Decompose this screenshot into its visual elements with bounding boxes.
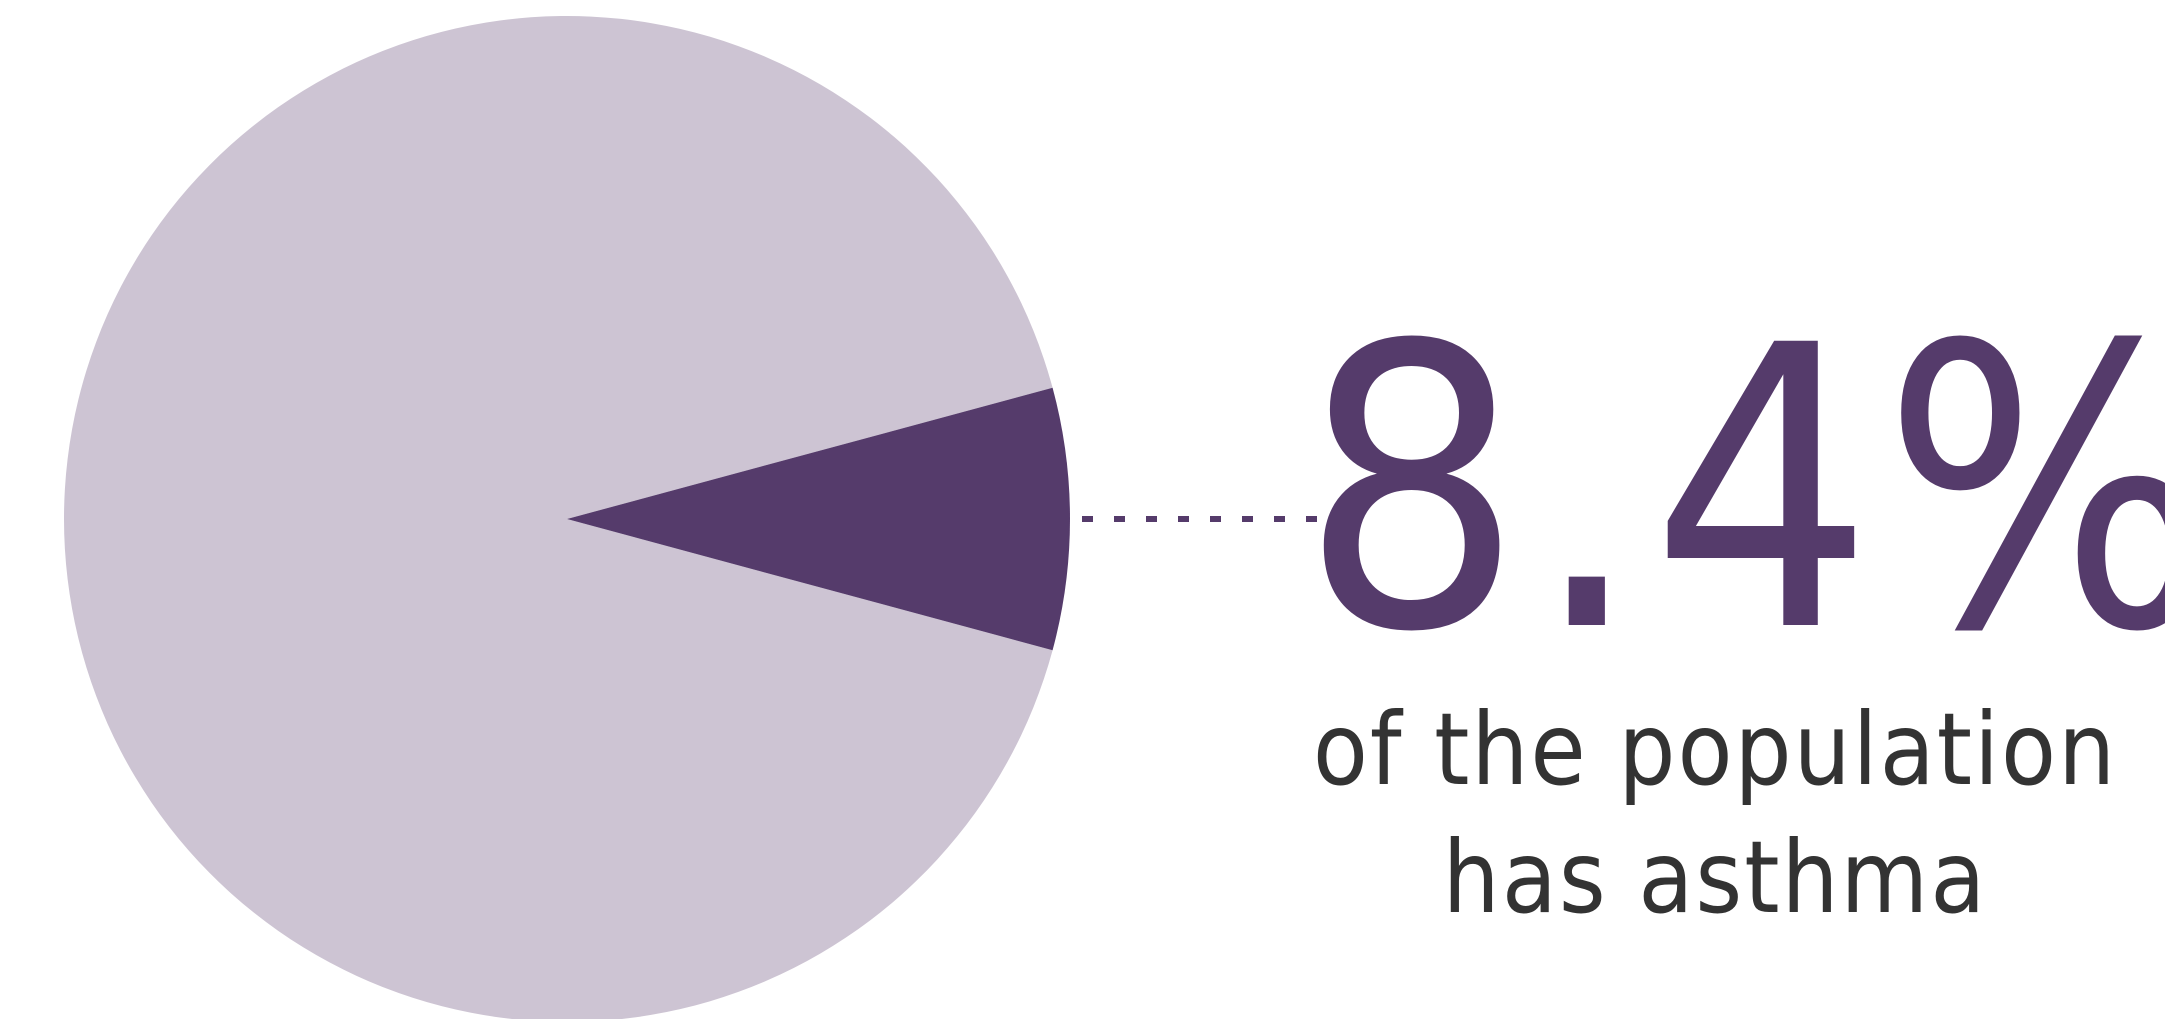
stat-callout: 8.4% of the population has asthma (1290, 263, 2165, 942)
caption-line-1: of the population (1312, 691, 2118, 808)
pie-slice-asthma (567, 387, 1070, 651)
caption: of the population has asthma (1290, 686, 2140, 942)
highlight-value: 8.4% (1300, 263, 2165, 717)
pie-slice-remaining (64, 16, 1053, 1019)
caption-line-2: has asthma (1442, 819, 1988, 936)
